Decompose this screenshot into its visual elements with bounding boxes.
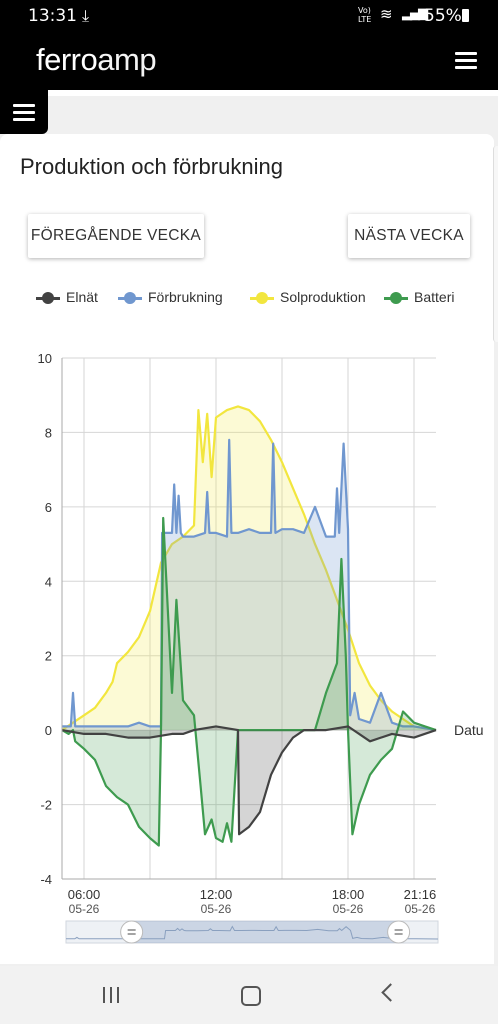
- ferroamp-logo[interactable]: ferroamp: [36, 42, 157, 77]
- legend-label: Elnät: [66, 289, 98, 305]
- wifi-icon: ≋: [380, 5, 393, 23]
- y-tick-label: 4: [45, 574, 52, 589]
- volte-indicator: Vo) LTE: [358, 6, 372, 24]
- energy-chart[interactable]: 1086420-2-4Datu06:0005-2612:0005-2618:00…: [0, 340, 498, 950]
- x-tick-time-label: 12:00: [200, 887, 233, 902]
- x-tick-time-label: 21:16: [404, 887, 437, 902]
- signal-icon: ▂▄▆: [402, 6, 428, 21]
- x-tick-date-label: 05-26: [69, 902, 100, 916]
- x-tick-time-label: 06:00: [68, 887, 101, 902]
- series-area-forbrukning: [62, 439, 436, 731]
- legend-marker-icon: [42, 292, 54, 304]
- status-bar: 13:31 ⤓ Vo) LTE ≋ ▂▄▆ 55%: [0, 0, 498, 32]
- legend-label: Förbrukning: [148, 289, 223, 305]
- series-line-forbrukning: [62, 438, 437, 732]
- header-divider: [48, 90, 498, 96]
- legend-label: Batteri: [414, 289, 455, 305]
- y-tick-label: 2: [45, 649, 52, 664]
- series-area-solproduktion: [62, 406, 436, 731]
- next-card-edge: [493, 146, 498, 342]
- series-line-batteri: [61, 516, 437, 847]
- legend-item-forbrukning[interactable]: Förbrukning: [118, 288, 238, 308]
- y-tick-label: -2: [40, 798, 52, 813]
- series-line-solproduktion: [61, 405, 437, 732]
- y-tick-label: 0: [45, 723, 52, 738]
- legend-marker-icon: [124, 292, 136, 304]
- navigator-track: [65, 920, 439, 944]
- chart-legend: Elnät Förbrukning Solproduktion Batteri: [0, 286, 498, 310]
- x-axis-label: Datu: [454, 722, 484, 738]
- y-tick-label: 8: [45, 425, 52, 440]
- x-tick-date-label: 05-26: [405, 902, 436, 916]
- recents-icon[interactable]: [103, 987, 121, 1003]
- legend-marker-icon: [256, 292, 268, 304]
- x-tick-date-label: 05-26: [201, 902, 232, 916]
- status-time: 13:31: [28, 6, 77, 26]
- battery-percent: 55%: [424, 6, 462, 26]
- system-nav-bar: [0, 966, 498, 1024]
- chart-axes: 1086420-2-4Datu06:0005-2612:0005-2618:00…: [38, 351, 484, 916]
- legend-item-solproduktion[interactable]: Solproduktion: [250, 288, 375, 308]
- app-header: ferroamp: [0, 32, 498, 90]
- legend-item-elnat[interactable]: Elnät: [36, 288, 116, 308]
- battery-icon: [462, 9, 469, 22]
- series-line-elnat: [61, 725, 437, 836]
- series-area-elnat: [62, 726, 436, 835]
- previous-week-button[interactable]: FÖREGÅENDE VECKA: [28, 214, 204, 258]
- y-tick-label: 6: [45, 500, 52, 515]
- page-title: Produktion och förbrukning: [20, 154, 283, 179]
- chart-series: [61, 405, 437, 847]
- x-tick-date-label: 05-26: [333, 902, 364, 916]
- x-tick-time-label: 18:00: [332, 887, 365, 902]
- side-menu-icon[interactable]: [13, 104, 35, 122]
- navigator-handle-right[interactable]: [387, 920, 411, 944]
- range-selector[interactable]: [65, 920, 439, 944]
- home-icon[interactable]: [241, 986, 261, 1006]
- download-icon: ⤓: [82, 6, 90, 25]
- legend-label: Solproduktion: [280, 289, 366, 305]
- y-tick-label: -4: [40, 872, 52, 887]
- chart-card: [0, 134, 494, 964]
- hamburger-menu-icon[interactable]: [455, 52, 477, 70]
- legend-item-batteri[interactable]: Batteri: [384, 288, 468, 308]
- navigator-selection: [131, 921, 399, 943]
- next-week-button[interactable]: NÄSTA VECKA: [348, 214, 470, 258]
- legend-marker-icon: [390, 292, 402, 304]
- y-tick-label: 10: [38, 351, 52, 366]
- navigator-mini-series: [66, 925, 439, 940]
- navigator-handle-left[interactable]: [120, 920, 144, 944]
